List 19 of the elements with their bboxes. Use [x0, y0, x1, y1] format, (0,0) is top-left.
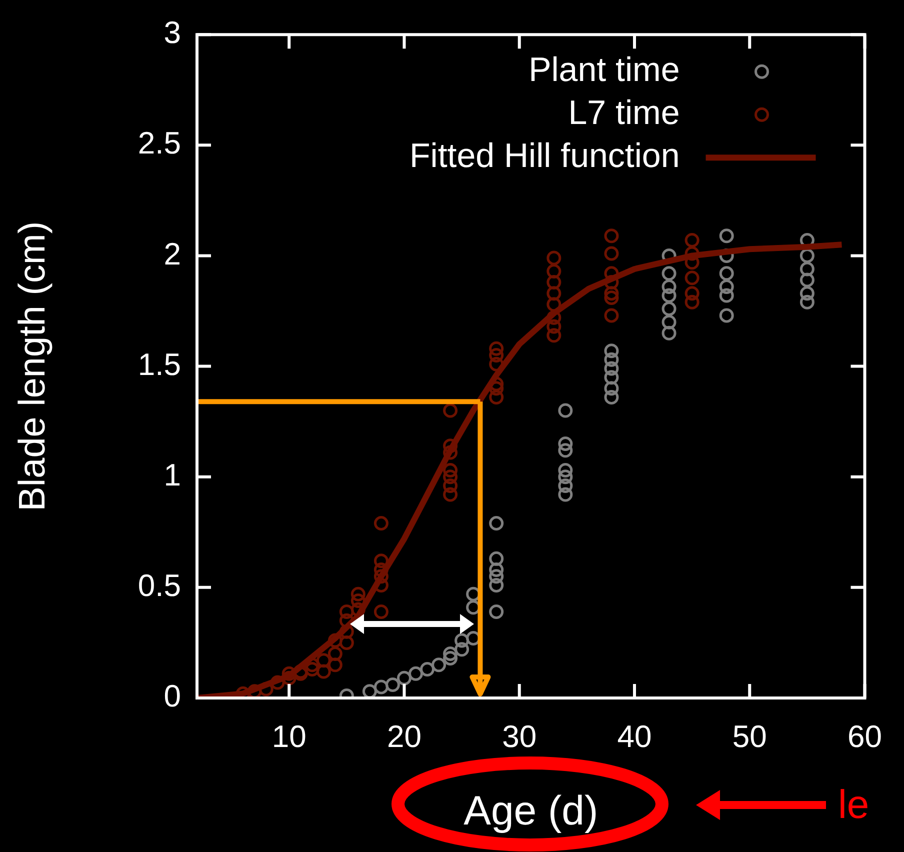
y-tick-label: 1.5: [138, 346, 181, 382]
y-tick-label: 0: [164, 678, 181, 714]
x-tick-label: 60: [848, 719, 882, 754]
legend-label: Plant time: [528, 50, 680, 89]
y-tick-label: 2: [164, 236, 181, 272]
legend-label: Fitted Hill function: [410, 136, 680, 175]
x-tick-label: 30: [502, 719, 537, 754]
y-tick-label: 2.5: [138, 126, 181, 161]
y-tick-label: 3: [164, 15, 181, 50]
y-tick-label: 1: [164, 457, 181, 492]
x-tick-label: 50: [732, 719, 767, 754]
text: le: [838, 783, 870, 827]
x-axis-title: Age (d): [464, 788, 598, 834]
x-tick-label: 20: [386, 719, 422, 754]
x-tick-label: 10: [272, 719, 306, 754]
y-axis-title: Blade length (cm): [11, 221, 52, 512]
legend-label: L7 time: [568, 94, 680, 132]
y-tick-label: 0.5: [138, 568, 181, 603]
x-tick-label: 40: [617, 719, 652, 754]
